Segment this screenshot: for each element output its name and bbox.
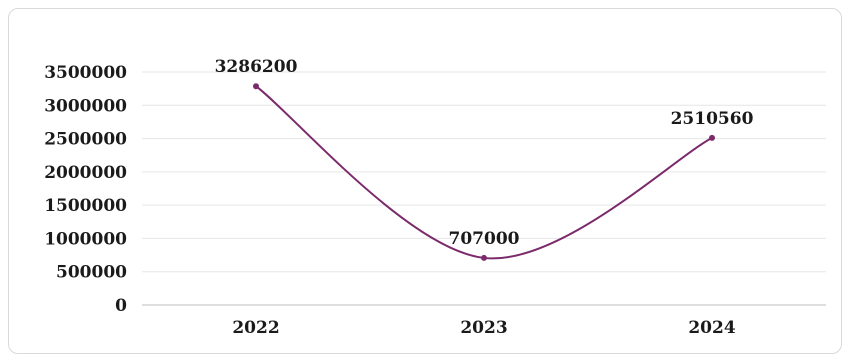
data-point: [709, 134, 715, 141]
axes: 0 500000 1000000 1500000 2000000 2500000 30000…: [44, 63, 826, 338]
data-point: [253, 83, 259, 90]
data-label: 3286200: [215, 57, 298, 77]
y-tick-label: 1500000: [44, 196, 127, 216]
data-label: 2510560: [671, 109, 754, 129]
gridlines: [142, 71, 826, 273]
y-tick-label: 2000000: [44, 163, 127, 183]
series: [253, 83, 715, 261]
chart-card: [8, 8, 842, 354]
y-tick-label: 500000: [56, 263, 127, 283]
y-tick-label: 2500000: [44, 130, 127, 150]
labels: 3286200 707000 2510560: [215, 57, 754, 249]
x-tick-label: 2022: [232, 318, 279, 338]
data-label: 707000: [449, 229, 520, 249]
x-tick-label: 2023: [460, 318, 507, 338]
y-tick-label: 0: [115, 296, 127, 316]
y-tick-label: 3000000: [44, 96, 127, 116]
y-tick-label: 1000000: [44, 229, 127, 249]
data-point: [481, 254, 487, 261]
x-tick-label: 2024: [688, 318, 735, 338]
y-tick-label: 3500000: [44, 63, 127, 83]
